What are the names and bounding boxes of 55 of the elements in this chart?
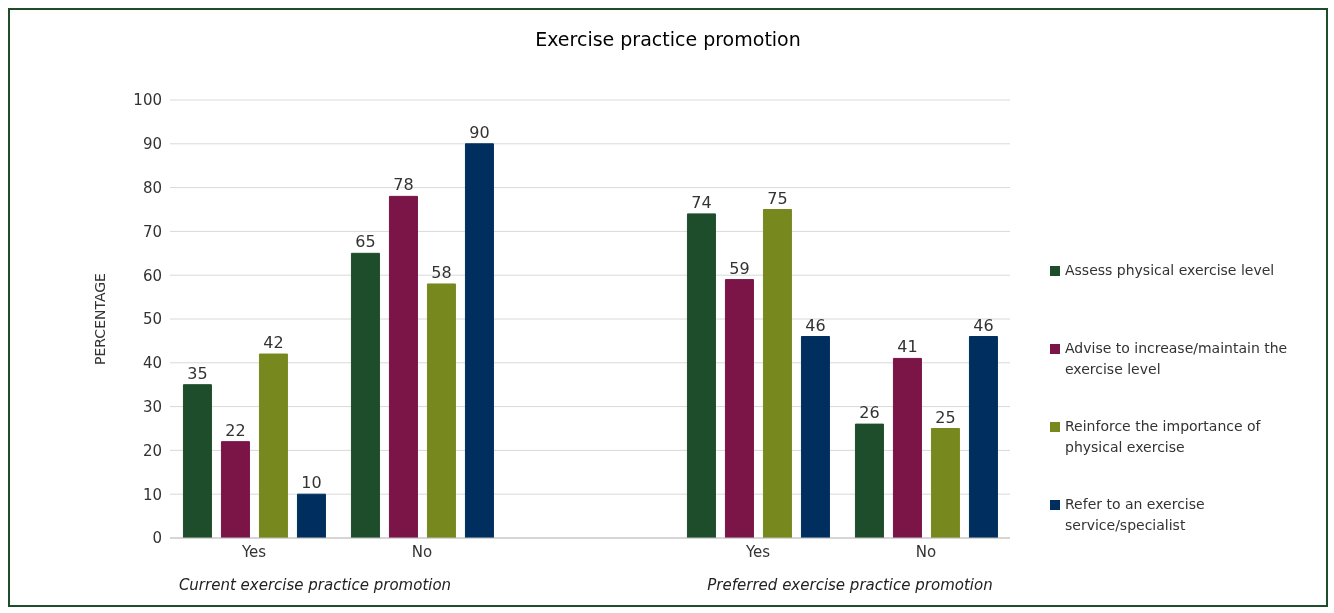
data-label: 10	[301, 473, 322, 493]
y-axis-title: PERCENTAGE	[91, 273, 108, 365]
bar	[762, 209, 792, 538]
y-tick-label: 90	[142, 135, 162, 154]
x-tick-label: Yes	[240, 542, 267, 561]
data-label: 58	[431, 262, 452, 282]
data-label: 25	[935, 407, 956, 427]
bar	[464, 143, 494, 538]
y-tick-label: 80	[142, 178, 162, 197]
data-label: 90	[469, 122, 490, 142]
bar	[800, 336, 830, 538]
text: Preferred exercise practice promotion	[706, 576, 994, 594]
data-label: 78	[393, 175, 414, 195]
data-label: 74	[691, 192, 712, 212]
bar	[426, 283, 456, 538]
x-tick-label: No	[411, 542, 433, 561]
y-tick-label: 10	[142, 485, 162, 504]
data-label: 65	[355, 232, 376, 252]
legend-label: Reinforce the importance of physical exercise	[1065, 417, 1262, 457]
data-label: 35	[187, 363, 208, 383]
y-tick-label: 30	[142, 397, 162, 416]
x-tick-label: No	[915, 542, 937, 561]
y-tick-label: 0	[152, 529, 162, 548]
bar	[930, 428, 960, 538]
data-label: 75	[767, 188, 788, 208]
y-tick-label: 20	[142, 441, 162, 460]
x-tick-label: Yes	[744, 542, 771, 561]
data-label: 26	[859, 403, 880, 423]
legend-label: Assess physical exercise level	[1065, 261, 1275, 280]
y-tick-label: 70	[142, 222, 162, 241]
data-label: 46	[805, 315, 826, 335]
y-tick-label: 40	[142, 354, 162, 373]
legend-label: Refer to an exercise service/specialist	[1065, 495, 1206, 535]
bar	[296, 493, 326, 538]
y-tick-label: 60	[142, 266, 162, 285]
y-tick-label: 100	[133, 91, 162, 110]
chart-title: Exercise practice promotion	[534, 28, 802, 50]
bar	[258, 353, 288, 538]
legend-label: Advise to increase/maintain the exercise level	[1065, 339, 1289, 379]
data-label: 46	[973, 315, 994, 335]
data-label: 41	[897, 337, 918, 357]
data-label: 59	[729, 258, 750, 278]
bar	[220, 441, 250, 538]
text: Current exercise practice promotion	[177, 576, 453, 594]
data-label: 22	[225, 420, 246, 440]
data-label: 42	[263, 333, 284, 353]
bar	[854, 423, 884, 538]
bar	[686, 213, 716, 538]
bar	[182, 384, 212, 538]
bar	[350, 252, 380, 538]
bar	[724, 279, 754, 538]
bar	[388, 195, 418, 538]
bar	[968, 336, 998, 538]
bar	[892, 357, 922, 538]
y-tick-label: 50	[142, 310, 162, 329]
